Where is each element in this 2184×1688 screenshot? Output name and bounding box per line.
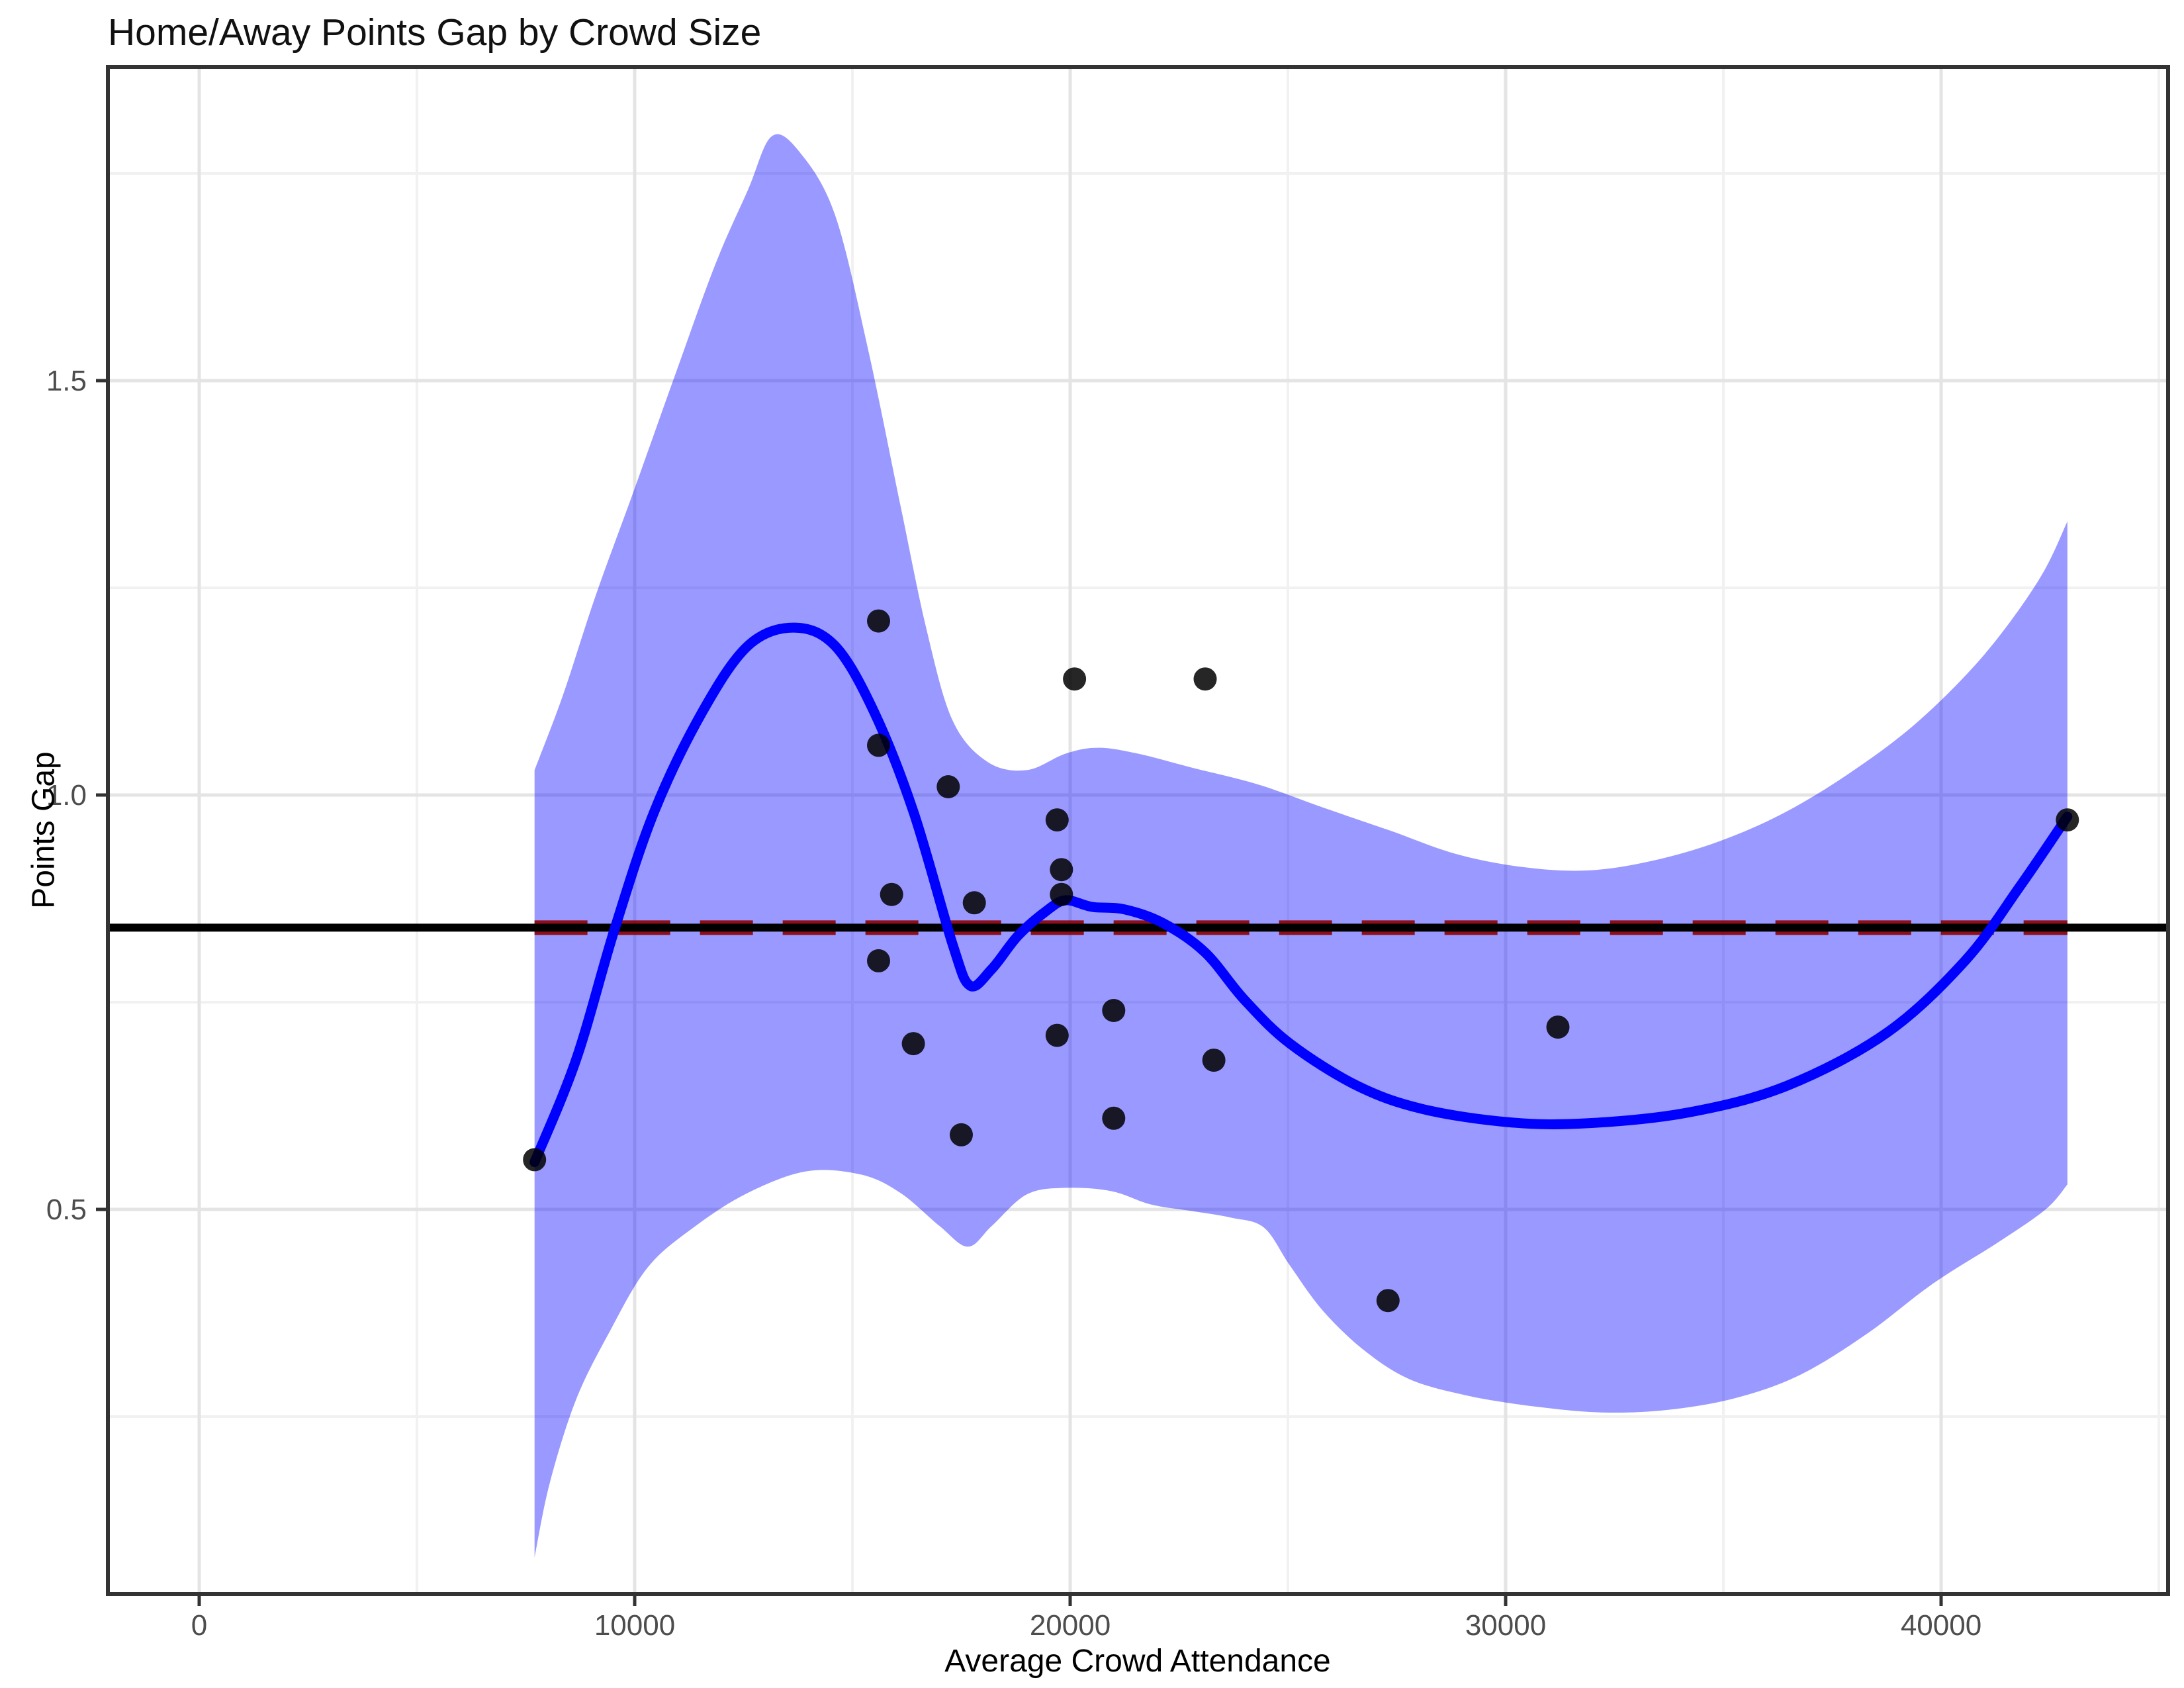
data-point xyxy=(1050,858,1073,882)
data-point xyxy=(880,882,903,906)
x-tick-label: 0 xyxy=(191,1609,207,1642)
data-point xyxy=(867,609,890,633)
data-point xyxy=(1102,999,1126,1022)
data-point xyxy=(1193,667,1217,691)
x-tick-label: 30000 xyxy=(1465,1609,1546,1642)
y-tick-label: 0.5 xyxy=(46,1194,87,1226)
x-tick-label: 20000 xyxy=(1030,1609,1111,1642)
data-point xyxy=(1376,1289,1400,1313)
y-tick-label: 1.0 xyxy=(46,779,87,812)
plot-title: Home/Away Points Gap by Crowd Size xyxy=(108,11,762,54)
data-point xyxy=(901,1032,925,1056)
panel-border xyxy=(106,65,2170,1596)
data-point xyxy=(1045,1023,1069,1047)
data-point xyxy=(936,775,960,798)
data-point xyxy=(2056,808,2079,832)
confidence-ribbon xyxy=(534,134,2068,1558)
smooth-trend-line xyxy=(529,622,2073,1168)
data-point xyxy=(1045,808,1069,832)
data-point xyxy=(962,891,986,915)
data-point xyxy=(1050,882,1073,906)
data-point xyxy=(523,1148,547,1172)
data-point xyxy=(1063,667,1087,691)
y-axis-title: Points Gap xyxy=(26,751,62,909)
data-point xyxy=(1202,1049,1226,1072)
data-point xyxy=(867,733,890,757)
x-axis-title: Average Crowd Attendance xyxy=(944,1644,1331,1679)
x-tick-label: 10000 xyxy=(594,1609,675,1642)
data-point xyxy=(1102,1106,1126,1130)
data-point xyxy=(950,1123,973,1147)
x-tick-label: 40000 xyxy=(1901,1609,1981,1642)
data-point xyxy=(867,949,890,972)
y-tick-label: 1.5 xyxy=(46,365,87,397)
data-point xyxy=(1546,1015,1570,1039)
panel-background xyxy=(108,67,2168,1594)
